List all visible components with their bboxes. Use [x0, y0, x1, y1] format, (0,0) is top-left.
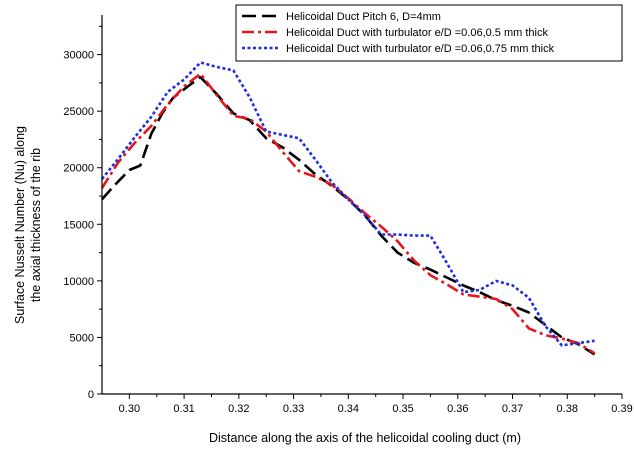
legend-label-pitch-6: Helicoidal Duct Pitch 6, D=4mm — [286, 11, 441, 23]
legend: Helicoidal Duct Pitch 6, D=4mm Helicoidal… — [235, 4, 623, 62]
y-tick-label: 15000 — [63, 219, 94, 231]
x-tick-label: 0.33 — [283, 403, 304, 415]
series-line-turbulator-0-75mm — [100, 61, 595, 347]
x-axis-title: Distance along the axis of the helicoida… — [209, 431, 521, 445]
y-tick-label: 0 — [88, 389, 94, 401]
x-tick-label: 0.31 — [173, 403, 194, 415]
x-tick-label: 0.36 — [447, 403, 468, 415]
legend-label-turbulator-0-75mm: Helicoidal Duct with turbulator e/D =0.0… — [286, 43, 555, 55]
x-tick-label: 0.34 — [338, 403, 359, 415]
x-tick-label: 0.32 — [228, 403, 249, 415]
y-tick-label: 20000 — [63, 163, 94, 175]
y-tick-label: 10000 — [63, 276, 94, 288]
x-tick-label: 0.35 — [392, 403, 413, 415]
legend-label-turbulator-0-5mm: Helicoidal Duct with turbulator e/D =0.0… — [286, 27, 548, 39]
series-layer — [100, 61, 596, 356]
x-tick-label: 0.39 — [611, 403, 632, 415]
x-tick-label: 0.37 — [502, 403, 523, 415]
ticks: 0.30 0.31 0.32 0.33 0.34 0.35 0.36 0.37 0.38 0.39… — [63, 25, 633, 415]
x-tick-label: 0.30 — [119, 403, 140, 415]
legend-box — [235, 4, 623, 62]
axes — [101, 15, 622, 395]
x-tick-label: 0.38 — [557, 403, 578, 415]
series-line-turbulator-0-5mm — [100, 72, 596, 355]
y-tick-label: 5000 — [70, 332, 94, 344]
y-tick-label: 30000 — [63, 50, 94, 62]
series-line-pitch-6 — [101, 75, 596, 356]
y-axis-title-line-1: Surface Nusselt Number (Nu) along — [13, 126, 27, 324]
y-tick-label: 25000 — [63, 106, 94, 118]
y-axis-title-line-2: the axial thickness of the rib — [29, 148, 43, 302]
